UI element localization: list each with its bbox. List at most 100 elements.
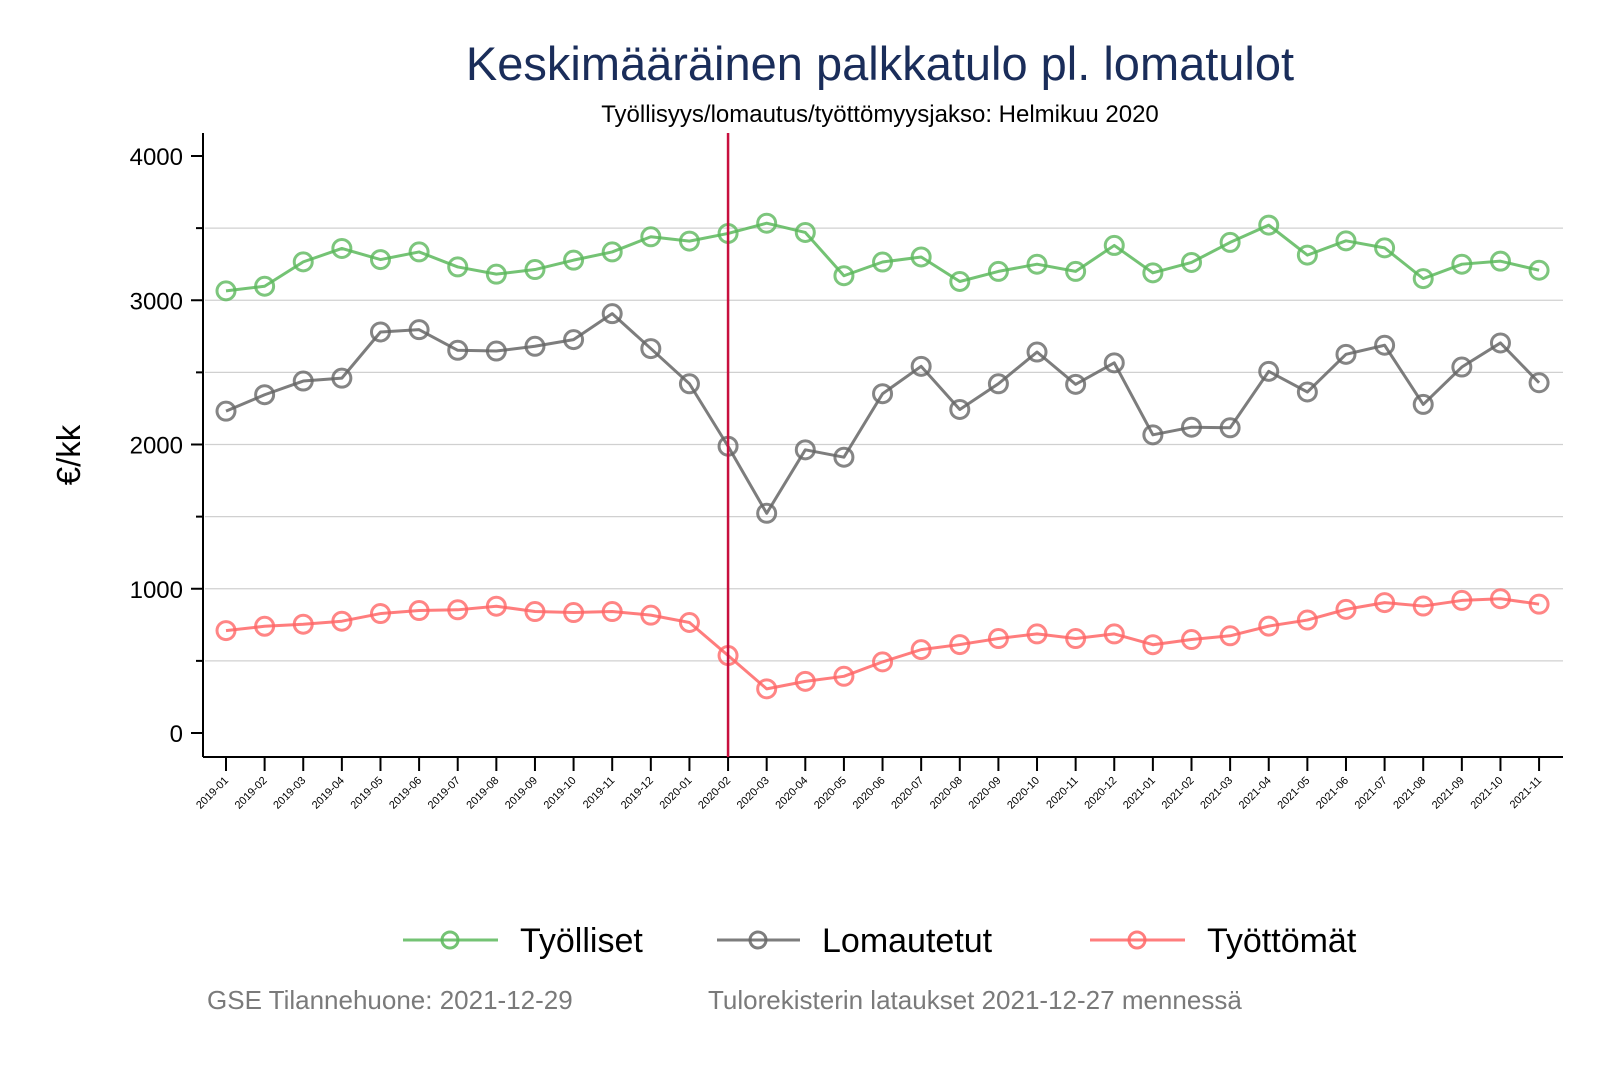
x-tick-label: 2020-11 [1044,775,1080,811]
data-point [910,246,932,268]
series-line [225,312,1541,515]
legend-label-lomautetut: Lomautetut [822,922,993,960]
data-point [601,601,623,623]
x-tick-label: 2021-11 [1508,775,1544,811]
data-point [524,335,546,357]
data-point [1103,234,1125,256]
data-point [1335,598,1357,620]
legend-label-tyottomat: Työttömät [1207,922,1357,960]
x-tick-label: 2021-09 [1430,775,1467,812]
x-axis: 2019-01 2019-02 2019-03 2019-04 2019-05 2019-… [194,756,1563,812]
legend-item-lomautetut: Lomautetut [717,922,993,960]
data-point [678,230,700,252]
data-point [1142,262,1164,284]
x-tick-label: 2019-05 [349,775,386,812]
x-tick-label: 2021-07 [1353,775,1390,812]
data-point [1489,588,1511,610]
x-tick-label: 2020-07 [889,775,926,812]
y-tick-label: 4000 [130,144,183,171]
series-line [225,221,1540,293]
data-point [1258,360,1280,382]
y-tick-label: 1000 [130,577,183,604]
x-tick-label: 2020-10 [1005,775,1042,812]
data-point [1103,623,1125,645]
x-tick-label: 2020-08 [928,775,965,812]
chart-title: Keskimääräinen palkkatulo pl. lomatulot [466,37,1294,90]
data-point [563,329,585,351]
data-point [794,221,816,243]
legend-item-tyolliset: Työlliset [403,922,643,960]
data-point [254,615,276,637]
data-point [369,603,391,625]
data-point [1451,253,1473,275]
data-point [1258,214,1280,236]
data-point [331,367,353,389]
data-point [1065,260,1087,282]
data-point [1065,373,1087,395]
x-tick-label: 2021-10 [1469,775,1506,812]
data-point [408,600,430,622]
data-point [447,339,469,361]
x-tick-label: 2019-08 [464,775,501,812]
data-point [794,670,816,692]
data-point [640,604,662,626]
x-tick-label: 2020-06 [851,775,888,812]
data-point [215,280,237,302]
data-point [1065,628,1087,650]
x-tick-label: 2019-02 [233,775,270,812]
legend-marker-lomautetut [748,930,768,950]
data-point [987,373,1009,395]
x-tick-label: 2019-10 [542,775,579,812]
data-point [331,237,353,259]
x-tick-label: 2020-04 [773,775,810,812]
data-point [1528,372,1550,394]
data-point [1374,334,1396,356]
data-point [756,502,778,524]
legend-item-tyottomat: Työttömät [1090,922,1357,960]
data-point [910,355,932,377]
legend-marker-tyottomat [1127,930,1147,950]
series-layer [215,212,1550,700]
chart-subtitle: Työllisyys/lomautus/työttömyysjakso: Hel… [601,101,1159,128]
data-point [833,665,855,687]
x-tick-label: 2021-01 [1121,775,1158,812]
data-point [1103,352,1125,374]
data-point [678,373,700,395]
series-Työttömät [215,588,1550,700]
data-point [1296,609,1318,631]
data-point [601,241,623,263]
data-point [292,370,314,392]
data-point [1528,593,1550,615]
data-point [601,303,623,325]
x-tick-label: 2020-01 [658,775,695,812]
x-tick-label: 2019-06 [387,775,424,812]
x-tick-label: 2019-07 [426,775,463,812]
data-point [254,275,276,297]
x-tick-label: 2021-03 [1198,775,1235,812]
data-point [794,439,816,461]
data-point [215,620,237,642]
x-tick-label: 2019-09 [503,775,540,812]
data-point [1258,615,1280,637]
data-point [1026,253,1048,275]
data-point [1142,424,1164,446]
data-point [1026,341,1048,363]
data-point [447,256,469,278]
data-point [1219,231,1241,253]
data-point [369,249,391,271]
data-point [563,602,585,624]
series-Lomautetut [215,303,1550,524]
data-point [1181,251,1202,273]
data-point [756,212,778,234]
data-point [833,265,855,287]
data-point [1181,416,1202,438]
x-tick-label: 2021-04 [1237,775,1274,812]
x-tick-label: 2019-03 [271,775,308,812]
x-tick-label: 2021-02 [1160,775,1197,812]
series-Työlliset [215,212,1550,302]
data-point [485,595,507,617]
data-point [987,260,1009,282]
y-axis-label: €/kk [50,424,87,485]
x-tick-label: 2020-12 [1082,775,1119,812]
